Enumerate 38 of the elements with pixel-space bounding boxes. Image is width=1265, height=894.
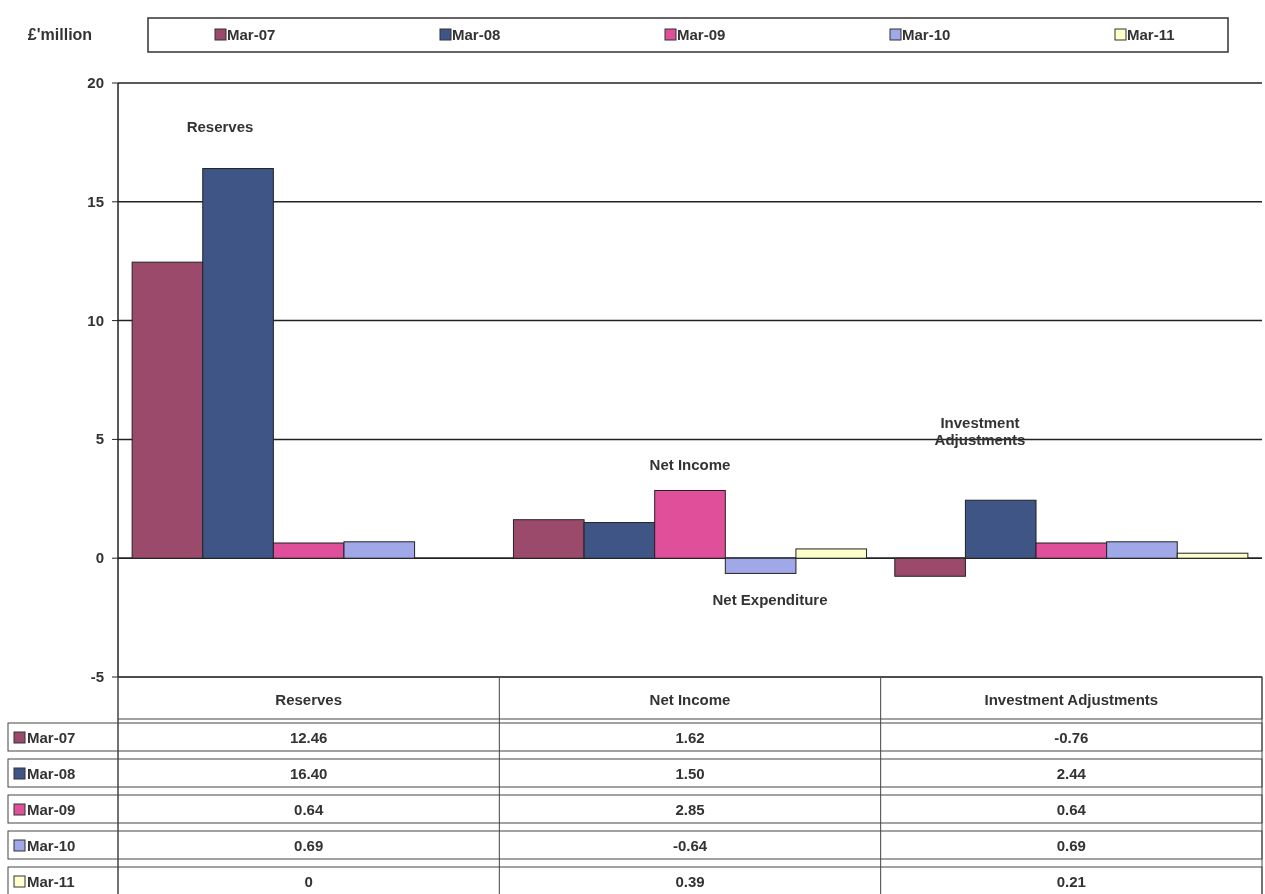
y-tick-label: 20 [87, 74, 104, 91]
y-tick-label: 15 [87, 192, 104, 210]
x-tick-label: Investment Adjustments [984, 691, 1159, 708]
legend-label: Mar-08 [452, 26, 501, 43]
text: Mar-07 [227, 26, 276, 43]
data-label: -0.64 [672, 837, 708, 854]
data-label: 0.21 [1056, 873, 1086, 890]
annotation: Reserves [186, 118, 254, 135]
data-label: 2.85 [675, 801, 705, 818]
data-label: 2.44 [1056, 765, 1087, 782]
y-tick-label: -5 [90, 668, 104, 685]
y-axis-title: £'million [27, 26, 93, 43]
annotation: Net Income [649, 456, 731, 473]
data-label: 0.39 [675, 873, 705, 890]
text: Mar-08 [27, 765, 76, 782]
legend-label: Mar-07 [27, 729, 76, 746]
text: Mar-11 [27, 873, 75, 890]
y-tick-label: 10 [87, 311, 104, 329]
data-label: 1.62 [675, 729, 705, 746]
legend-label: Mar-11 [1127, 26, 1175, 43]
data-label: 0.64 [1056, 801, 1087, 818]
data-label: 1.50 [675, 765, 705, 782]
x-tick-label: Net Income [649, 691, 731, 708]
text: Mar-10 [902, 26, 951, 43]
data-label: 0.69 [1056, 837, 1086, 854]
data-label: 0.64 [294, 801, 324, 818]
legend-label: Mar-09 [27, 801, 76, 818]
legend-label: Mar-10 [27, 837, 76, 854]
data-label: 16.40 [289, 765, 328, 782]
text: Mar-09 [677, 26, 726, 43]
data-label: -0.76 [1054, 729, 1089, 746]
y-tick-label: 0 [95, 549, 104, 567]
data-label: 0.69 [294, 837, 324, 854]
y-tick-label: 5 [95, 430, 104, 448]
annotation: Net Expenditure [712, 591, 828, 608]
data-label: 0 [304, 873, 313, 890]
data-label: 12.46 [289, 729, 328, 746]
x-tick-label: Reserves [275, 691, 343, 708]
